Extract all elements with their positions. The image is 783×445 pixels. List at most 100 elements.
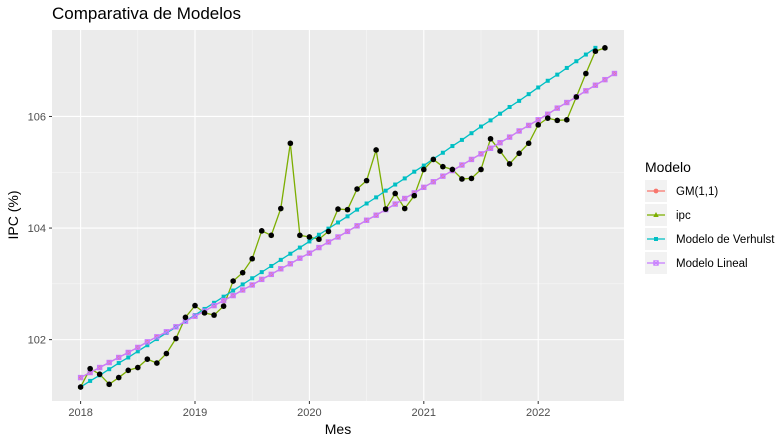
data-point — [154, 334, 160, 340]
observed-point — [125, 367, 132, 374]
observed-point — [154, 360, 160, 366]
observed-point — [421, 166, 427, 173]
data-point — [230, 292, 236, 299]
data-layer — [77, 44, 618, 390]
data-point — [212, 300, 217, 305]
data-point — [525, 122, 532, 129]
observed-point — [297, 232, 303, 239]
legend-label: Modelo Lineal — [676, 258, 748, 270]
data-point — [287, 261, 294, 267]
observed-point — [163, 350, 170, 357]
data-point — [325, 239, 332, 245]
data-point — [259, 270, 264, 275]
observed-point — [258, 228, 265, 234]
data-point — [77, 374, 84, 381]
data-point — [611, 70, 618, 77]
data-point — [239, 287, 246, 293]
data-point — [574, 59, 579, 64]
observed-point — [459, 176, 465, 182]
data-point — [288, 251, 293, 256]
observed-point — [440, 163, 446, 170]
data-point — [231, 288, 236, 293]
observed-point — [554, 117, 561, 124]
observed-point — [135, 364, 141, 371]
data-point — [336, 220, 340, 225]
observed-point — [144, 356, 151, 362]
data-point — [392, 201, 398, 207]
data-point — [468, 156, 475, 163]
data-point — [440, 150, 445, 155]
observed-point — [411, 192, 418, 199]
observed-point — [544, 115, 551, 121]
data-point — [335, 234, 341, 240]
data-point — [240, 282, 245, 287]
data-point — [345, 214, 350, 219]
data-point — [144, 339, 151, 345]
legend-key-marker — [653, 260, 659, 266]
data-point — [193, 313, 197, 318]
data-point — [297, 255, 303, 261]
y-axis-title: IPC (%) — [5, 191, 21, 240]
observed-point — [344, 206, 351, 213]
data-point — [555, 72, 560, 77]
legend-label: ipc — [676, 210, 691, 222]
observed-point — [220, 303, 227, 309]
data-point — [592, 82, 599, 88]
data-point — [459, 162, 465, 168]
x-tick-label: 2022 — [526, 407, 550, 419]
data-point — [278, 266, 284, 272]
data-point — [316, 232, 321, 237]
data-point — [583, 52, 588, 57]
data-point — [354, 223, 360, 229]
data-point — [164, 330, 169, 335]
data-point — [107, 367, 112, 372]
observed-point — [573, 94, 580, 100]
legend: Modelo GM(1,1) ipc Modelo de Verhulst Model… — [645, 159, 775, 274]
data-point — [421, 184, 427, 191]
data-point — [135, 349, 140, 354]
data-point — [430, 179, 437, 185]
observed-point — [516, 150, 522, 157]
data-point — [344, 228, 351, 235]
observed-point — [77, 384, 84, 390]
observed-points — [77, 45, 608, 390]
observed-point — [106, 381, 112, 388]
data-point — [402, 195, 408, 202]
data-point — [383, 188, 388, 193]
observed-point — [535, 122, 541, 128]
observed-point — [430, 156, 437, 163]
observed-point — [602, 45, 608, 51]
series-3 — [77, 70, 618, 381]
observed-point — [182, 314, 189, 321]
x-tick-label: 2019 — [183, 407, 207, 419]
data-point — [220, 297, 227, 304]
observed-point — [363, 177, 370, 184]
data-point — [363, 217, 370, 223]
data-point — [554, 105, 560, 111]
data-point — [583, 88, 589, 94]
observed-point — [382, 206, 389, 212]
data-point — [278, 257, 283, 262]
observed-point — [401, 205, 408, 212]
observed-point — [211, 312, 217, 318]
observed-point — [249, 255, 255, 262]
data-point — [173, 324, 179, 330]
data-point — [106, 359, 112, 366]
data-point — [412, 169, 417, 174]
observed-point — [325, 228, 332, 235]
data-point — [402, 176, 407, 181]
x-axis-title: Mes — [325, 421, 351, 437]
x-tick-label: 2020 — [297, 407, 321, 419]
data-point — [545, 78, 550, 83]
data-point — [88, 378, 93, 383]
data-point — [163, 329, 170, 335]
observed-point — [373, 147, 379, 153]
data-point — [517, 98, 522, 103]
observed-point — [96, 371, 103, 378]
data-point — [116, 361, 121, 366]
data-point — [211, 302, 217, 309]
data-point — [192, 313, 198, 319]
data-point — [564, 99, 570, 106]
data-point — [593, 45, 598, 50]
observed-point — [306, 234, 313, 240]
